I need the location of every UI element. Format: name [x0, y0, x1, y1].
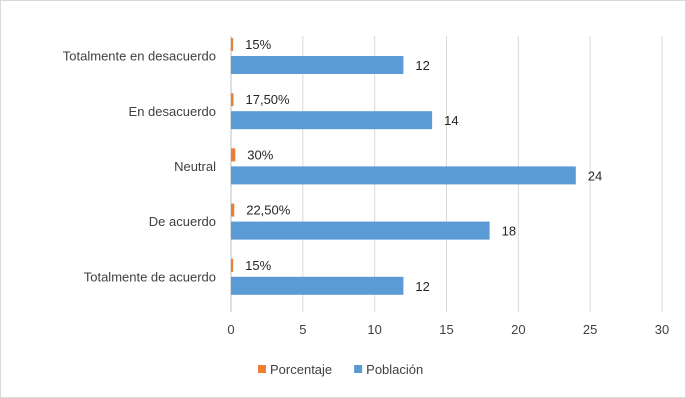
- data-label-poblacion-0: 12: [415, 58, 429, 73]
- legend-label-0: Porcentaje: [270, 362, 332, 377]
- legend-swatch-0: [258, 365, 266, 373]
- bar-porcentaje-3: [231, 203, 235, 217]
- x-tick-label-15: 15: [439, 322, 453, 337]
- data-label-porcentaje-4: 15%: [245, 258, 271, 273]
- category-label-3: De acuerdo: [149, 214, 216, 229]
- bar-porcentaje-1: [231, 93, 234, 107]
- category-label-1: En desacuerdo: [129, 104, 216, 119]
- category-label-2: Neutral: [174, 159, 216, 174]
- data-label-porcentaje-0: 15%: [245, 37, 271, 52]
- bar-poblacion-4: [231, 276, 404, 295]
- x-tick-label-30: 30: [655, 322, 669, 337]
- bar-poblacion-0: [231, 56, 404, 74]
- category-label-4: Totalmente de acuerdo: [84, 269, 216, 284]
- data-labels: 15% 12 17,50% 14 30% 24 22,50% 18 15% 12: [245, 37, 602, 294]
- x-axis-ticks: 0 5 10 15 20 25 30: [227, 322, 669, 337]
- category-label-0: Totalmente en desacuerdo: [63, 49, 216, 64]
- data-label-poblacion-2: 24: [588, 168, 602, 183]
- data-label-poblacion-1: 14: [444, 113, 458, 128]
- data-label-poblacion-4: 12: [415, 279, 429, 294]
- bar-poblacion-2: [231, 166, 576, 185]
- bar-porcentaje-2: [231, 148, 236, 162]
- x-tick-label-10: 10: [367, 322, 381, 337]
- x-tick-label-0: 0: [227, 322, 234, 337]
- bar-poblacion-1: [231, 111, 433, 130]
- x-tick-label-25: 25: [583, 322, 597, 337]
- legend: Porcentaje Población: [258, 362, 423, 377]
- x-tick-label-5: 5: [299, 322, 306, 337]
- bar-porcentaje-0: [231, 38, 234, 51]
- data-label-poblacion-3: 18: [502, 224, 516, 239]
- x-tick-label-20: 20: [511, 322, 525, 337]
- legend-label-1: Población: [366, 362, 423, 377]
- data-label-porcentaje-1: 17,50%: [246, 92, 291, 107]
- data-label-porcentaje-3: 22,50%: [246, 203, 291, 218]
- data-label-porcentaje-2: 30%: [247, 147, 273, 162]
- category-labels: Totalmente en desacuerdo En desacuerdo Neu…: [63, 49, 216, 285]
- bars: [231, 38, 576, 295]
- bar-porcentaje-4: [231, 258, 234, 272]
- bar-poblacion-3: [231, 221, 490, 240]
- legend-swatch-1: [354, 365, 363, 373]
